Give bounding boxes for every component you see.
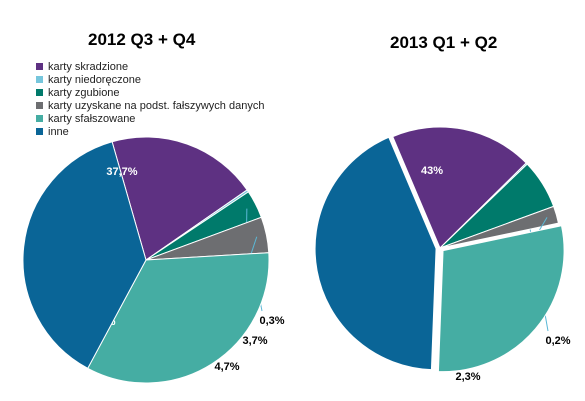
pie-slice-2-6 <box>314 136 437 371</box>
chart-title-2012: 2012 Q3 + Q4 <box>88 30 196 49</box>
pie-slice-2-4 <box>439 205 560 249</box>
slice-label-2-4: 2,3% <box>455 371 480 383</box>
legend-swatch <box>36 63 43 70</box>
legend-label: karty skradzione <box>48 60 129 73</box>
pie-slice-1-6 <box>22 141 147 369</box>
slice-label-2-6: 43% <box>421 165 443 177</box>
legend-item-karty-sfalszowane: karty sfałszowane <box>36 112 264 125</box>
pie-slice-1-1 <box>111 136 248 261</box>
chart-title-2013: 2013 Q1 + Q2 <box>390 33 498 52</box>
slice-label-2-2: 0,2% <box>545 335 570 347</box>
pie-slice-1-5 <box>87 252 270 384</box>
legend-item-inne: inne <box>36 125 264 138</box>
legend-label: karty uzyskane na podst. fałszywych dany… <box>48 99 265 112</box>
legend-label: karty sfałszowane <box>48 112 136 125</box>
legend-item-karty-zgubione: karty zgubione <box>36 86 264 99</box>
pie-slice-2-1 <box>392 126 527 249</box>
legend: karty skradzione karty niedoręczone kart… <box>36 60 264 138</box>
legend-label: karty zgubione <box>48 86 120 99</box>
slice-label-1-6: 37,7% <box>106 166 137 178</box>
legend-label: inne <box>48 125 69 138</box>
legend-swatch <box>36 76 43 83</box>
legend-swatch <box>36 115 43 122</box>
legend-swatch <box>36 89 43 96</box>
slice-label-1-2: 0,3% <box>259 315 284 327</box>
slice-label-1-4: 4,7% <box>214 361 239 373</box>
legend-item-karty-niedoreczone: karty niedoręczone <box>36 73 264 86</box>
pie-slice-2-5 <box>437 225 565 373</box>
slice-label-1-3: 3,7% <box>242 335 267 347</box>
legend-swatch <box>36 102 43 109</box>
legend-item-karty-skradzione: karty skradzione <box>36 60 264 73</box>
legend-item-karty-falszywe-dane: karty uzyskane na podst. fałszywych dany… <box>36 99 264 112</box>
legend-swatch <box>36 128 43 135</box>
legend-label: karty niedoręczone <box>48 73 141 86</box>
